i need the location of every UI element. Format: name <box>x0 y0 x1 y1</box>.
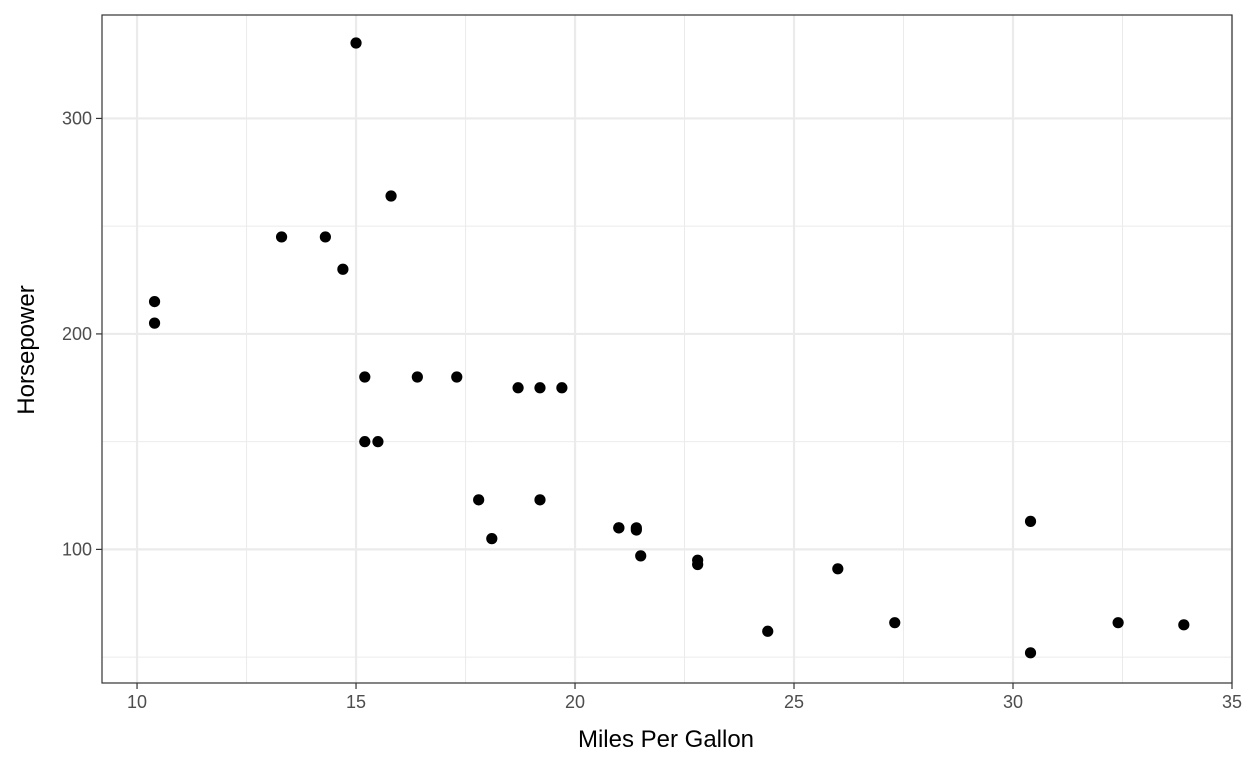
data-point <box>556 382 568 394</box>
data-point <box>1178 619 1190 631</box>
data-points <box>148 37 1190 659</box>
y-axis-title: Horsepower <box>13 285 40 414</box>
data-point <box>275 231 288 243</box>
data-point <box>534 382 546 394</box>
data-point <box>630 524 642 536</box>
x-tick-label: 25 <box>784 692 804 712</box>
x-axis: 10 15 20 25 30 35 <box>127 683 1242 712</box>
data-point <box>148 317 161 329</box>
x-tick-label: 15 <box>346 692 366 712</box>
data-point <box>1024 515 1037 527</box>
y-tick-label: 100 <box>62 539 92 559</box>
data-point <box>635 550 647 562</box>
data-point <box>319 231 331 243</box>
data-point <box>359 436 371 448</box>
data-point <box>359 371 371 383</box>
data-point <box>337 263 349 275</box>
x-axis-title: Miles Per Gallon <box>578 726 754 753</box>
data-point <box>534 494 546 506</box>
y-tick-label: 300 <box>62 108 92 128</box>
x-tick-label: 35 <box>1222 692 1242 712</box>
minor-gridlines <box>102 15 1232 683</box>
data-point <box>762 625 774 637</box>
data-point <box>832 563 844 575</box>
x-tick-label: 20 <box>565 692 585 712</box>
data-point <box>473 494 485 506</box>
data-point <box>613 522 625 534</box>
data-point <box>148 295 161 308</box>
data-point <box>1024 647 1037 659</box>
data-point <box>1112 617 1124 629</box>
data-point <box>486 533 498 545</box>
data-point <box>451 371 463 383</box>
data-point <box>411 371 423 383</box>
y-tick-label: 200 <box>62 324 92 344</box>
y-axis: 100 200 300 <box>62 108 102 559</box>
data-point <box>889 617 901 629</box>
x-tick-label: 10 <box>127 692 147 712</box>
panel-border <box>101 14 1233 684</box>
x-tick-label: 30 <box>1003 692 1023 712</box>
data-point <box>350 37 362 49</box>
data-point <box>385 190 397 202</box>
data-point <box>372 436 384 448</box>
data-point <box>512 382 524 394</box>
data-point <box>692 554 704 566</box>
